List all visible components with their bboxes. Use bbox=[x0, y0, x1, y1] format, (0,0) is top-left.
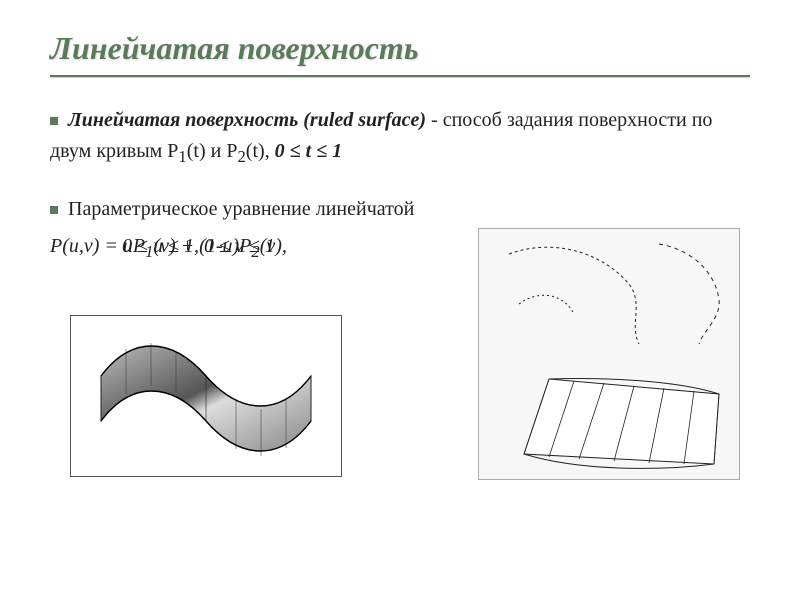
def-text-2: (t) и P bbox=[187, 140, 238, 162]
def-text-3: (t), bbox=[246, 140, 275, 162]
t-range: 0 ≤ t ≤ 1 bbox=[275, 140, 343, 162]
parametric-text: Параметрическое уравнение линейчатой bbox=[68, 198, 414, 220]
figure-curves-diagram bbox=[478, 228, 740, 480]
slide-title: Линейчатая поверхность bbox=[50, 30, 750, 67]
sub-2: 2 bbox=[237, 147, 245, 166]
curves-svg bbox=[479, 229, 737, 477]
sub-1: 1 bbox=[178, 147, 186, 166]
parametric-label: Параметрическое уравнение линейчатой bbox=[50, 194, 750, 225]
term-bold: Линейчатая поверхность (ruled surface) bbox=[68, 109, 426, 131]
title-underline bbox=[50, 75, 750, 77]
uv-range-overlay: 0 ≤ u ≤ 1, 0 ≤ v ≤ 1 bbox=[122, 231, 275, 261]
slide-container: Линейчатая поверхность Линейчатая поверх… bbox=[0, 0, 800, 497]
figure-ruled-surface bbox=[70, 315, 342, 477]
ruled-surface-svg bbox=[76, 321, 336, 471]
definition-paragraph: Линейчатая поверхность (ruled surface) -… bbox=[50, 105, 750, 170]
bullet-icon bbox=[50, 206, 58, 214]
bullet-icon bbox=[50, 117, 58, 125]
